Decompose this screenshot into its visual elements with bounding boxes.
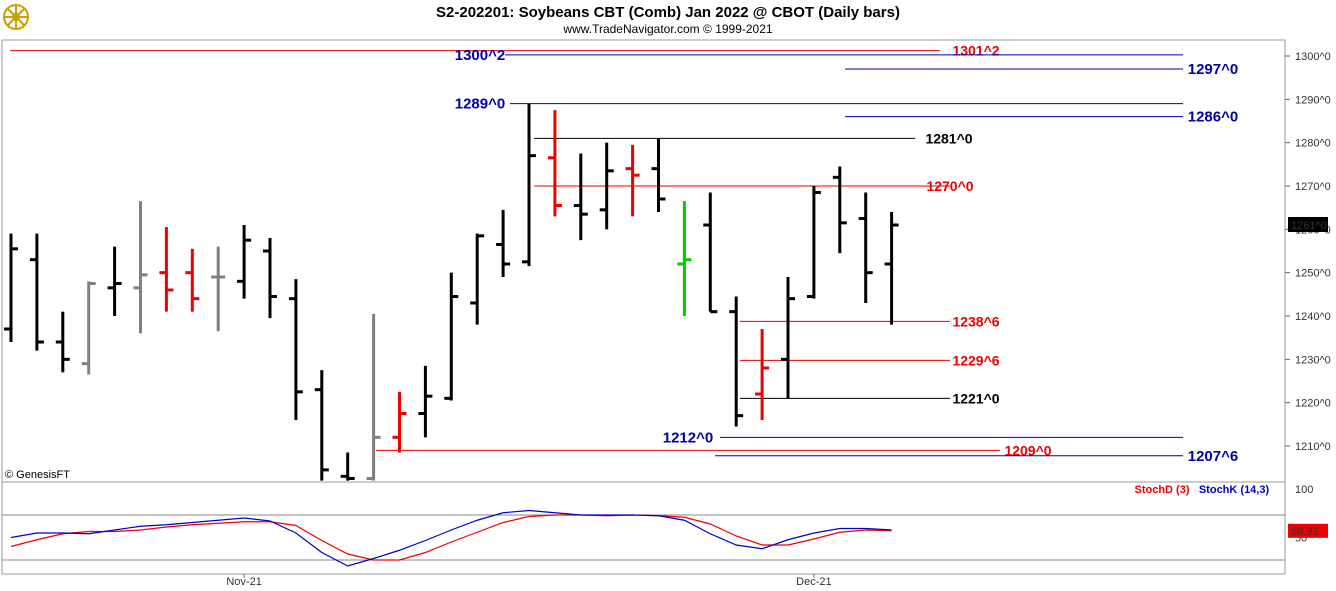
ohlc-bar <box>288 279 303 420</box>
level-label: 1207^6 <box>1188 448 1238 465</box>
stoch-tick-label: 100 <box>1295 484 1313 496</box>
ohlc-bar <box>470 233 485 325</box>
stoch-last-label: 58.93 <box>1291 526 1319 538</box>
level-label: 1212^0 <box>663 429 713 446</box>
ohlc-bar <box>781 277 795 399</box>
level-label: 1238^6 <box>952 313 999 329</box>
level-label: 1300^2 <box>455 47 505 64</box>
ohlc-bar <box>4 233 18 342</box>
legend-stochk: StochK (14,3) <box>1199 484 1270 496</box>
price-tick-label: 1290^0 <box>1295 94 1331 106</box>
ohlc-bar <box>237 225 252 299</box>
ohlc-bar <box>107 246 122 316</box>
ohlc-bar <box>547 110 562 217</box>
date-tick-label: Dec-21 <box>796 576 831 588</box>
price-tick-label: 1250^0 <box>1295 268 1331 280</box>
ohlc-bar <box>366 313 381 481</box>
stoch-last-box <box>1288 523 1328 538</box>
last-price-label: 1261^0 <box>1291 220 1327 232</box>
ohlc-bar <box>55 311 70 373</box>
stochd-line <box>10 514 892 561</box>
price-tick-label: 1300^0 <box>1295 51 1331 63</box>
level-label: 1209^0 <box>1004 442 1051 458</box>
ohlc-bar <box>755 329 770 420</box>
level-label: 1289^0 <box>455 96 505 113</box>
date-axis: Nov-21 Dec-21 <box>226 574 832 588</box>
ohlc-bar <box>314 370 329 481</box>
level-label: 1286^0 <box>1188 109 1238 126</box>
ohlc-bar <box>159 227 174 312</box>
ohlc-bar <box>263 238 277 319</box>
price-tick-label: 1220^0 <box>1295 398 1331 410</box>
level-label: 1229^6 <box>952 352 999 368</box>
ohlc-bar <box>677 201 692 316</box>
level-label: 1301^2 <box>952 43 999 59</box>
price-tick-label: 1280^0 <box>1295 138 1331 150</box>
price-tick-label: 1270^0 <box>1295 181 1331 193</box>
ohlc-bar <box>806 186 821 299</box>
legend-stochd: StochD (3) <box>1135 484 1190 496</box>
ohlc-bar <box>444 272 459 401</box>
price-tick-label: 1230^0 <box>1295 354 1331 366</box>
ohlc-bar <box>884 212 899 325</box>
price-tick-label: 1210^0 <box>1295 441 1331 453</box>
ohlc-bar <box>418 365 433 438</box>
levels-layer: 1301^2 1300^2 1297^0 1289^0 1286^0 1281^0 1270… <box>10 43 1238 465</box>
chart-title: S2-202201: Soybeans CBT (Comb) Jan 2022 … <box>436 4 900 21</box>
price-tick-label: 1240^0 <box>1295 311 1331 323</box>
logo-icon <box>3 4 29 30</box>
ohlc-bar <box>625 144 640 217</box>
ohlc-bar <box>729 296 744 427</box>
price-axis: 1300^01290^01280^01270^01260^01250^01240… <box>1285 51 1331 453</box>
ohlc-bar <box>392 391 407 453</box>
ohlc-bar <box>703 192 718 314</box>
ohlc-bar <box>858 192 873 303</box>
level-label: 1270^0 <box>926 178 973 194</box>
level-label: 1281^0 <box>925 130 972 146</box>
ohlc-bar <box>651 138 666 212</box>
ohlc-bar <box>573 153 588 241</box>
bars-layer <box>4 103 899 481</box>
ohlc-bar <box>185 248 200 312</box>
ohlc-bar <box>133 201 148 334</box>
watermark: © GenesisFT <box>5 469 70 481</box>
ohlc-bar <box>496 209 511 277</box>
ohlc-bar <box>211 246 226 332</box>
ohlc-bar <box>832 166 847 254</box>
level-label: 1221^0 <box>952 390 999 406</box>
stochk-line <box>10 509 892 567</box>
ohlc-bar <box>599 142 614 230</box>
last-price-box <box>1288 217 1328 232</box>
level-label: 1297^0 <box>1188 61 1238 78</box>
ohlc-bar <box>29 233 44 351</box>
date-tick-label: Nov-21 <box>226 576 261 588</box>
ohlc-bar <box>81 281 96 375</box>
ohlc-bar <box>522 103 536 267</box>
ohlc-bar <box>340 452 355 481</box>
price-panel-frame <box>1 39 1286 483</box>
chart-subtitle: www.TradeNavigator.com © 1999-2021 <box>562 22 772 36</box>
